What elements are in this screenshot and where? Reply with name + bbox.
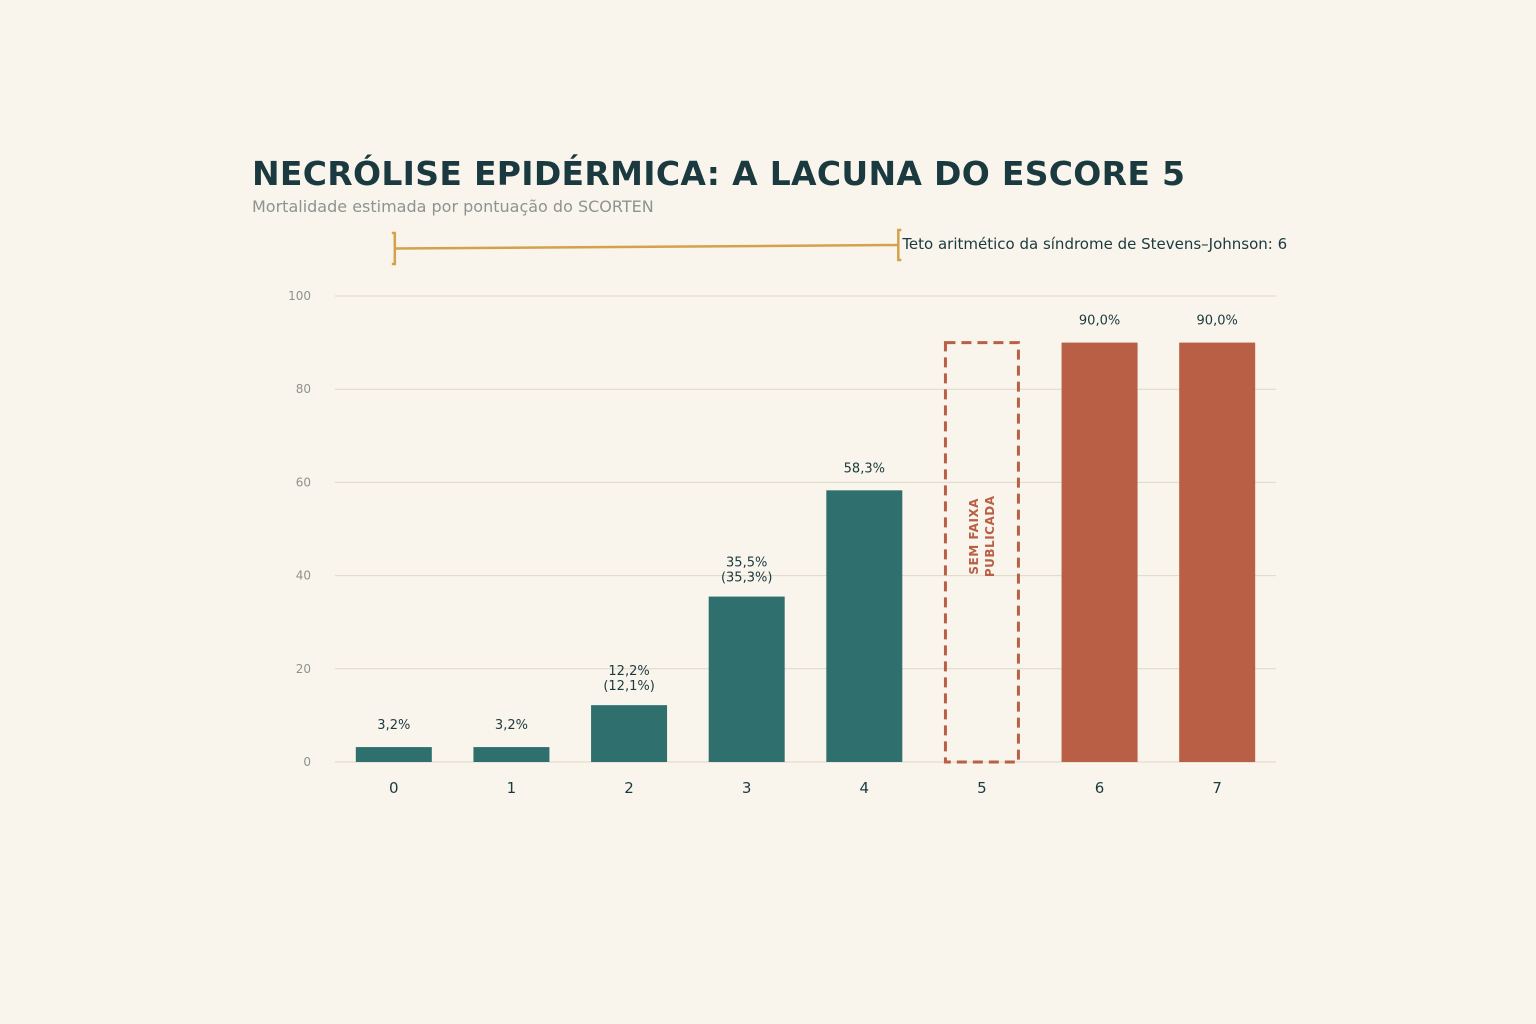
bar-0 (355, 747, 432, 762)
x-tick-label-4: 4 (860, 779, 870, 797)
y-tick-label-20: 20 (296, 662, 311, 676)
x-tick-label-0: 0 (389, 779, 399, 797)
value-label-1: 3,2% (495, 718, 528, 733)
x-tick-label-7: 7 (1212, 779, 1222, 797)
x-tick-label-1: 1 (507, 779, 517, 797)
bar-3 (708, 596, 785, 762)
y-tick-label-80: 80 (296, 382, 311, 396)
x-tick-label-6: 6 (1095, 779, 1105, 797)
chart-title: NECRÓLISE EPIDÉRMICA: A LACUNA DO ESCORE… (252, 154, 1186, 193)
y-tick-label-0: 0 (303, 755, 311, 769)
value-label-4: 58,3% (844, 461, 885, 476)
bar-2 (591, 705, 668, 762)
bar-4 (826, 490, 903, 762)
gap-label-line-2: PUBLICADA (983, 495, 997, 577)
value-label-7: 90,0% (1197, 314, 1238, 329)
chart-subtitle: Mortalidade estimada por pontuação do SC… (252, 197, 654, 216)
y-tick-label-40: 40 (296, 569, 311, 583)
value-label-6: 90,0% (1079, 314, 1120, 329)
secondary-label-2: (12,1%) (603, 679, 654, 694)
bar-6 (1061, 342, 1138, 762)
bar-1 (473, 747, 550, 762)
gap-label-line-1: SEM FAIXA (967, 498, 981, 575)
value-label-2: 12,2% (608, 664, 649, 679)
value-label-0: 3,2% (377, 718, 410, 733)
x-tick-label-5: 5 (977, 779, 987, 797)
y-tick-label-100: 100 (288, 289, 311, 303)
value-label-3: 35,5% (726, 556, 767, 571)
secondary-label-3: (35,3%) (721, 571, 772, 586)
x-tick-label-3: 3 (742, 779, 752, 797)
annotation-text: Teto aritmético da síndrome de Stevens–J… (901, 235, 1287, 253)
annotation-line (394, 243, 899, 250)
annotation-bracket-left (391, 231, 397, 266)
gap-outline-5 (943, 341, 1020, 764)
x-tick-label-2: 2 (624, 779, 634, 797)
annotation-bracket-right (897, 228, 902, 262)
y-tick-label-60: 60 (296, 475, 311, 489)
bar-7 (1179, 342, 1256, 762)
